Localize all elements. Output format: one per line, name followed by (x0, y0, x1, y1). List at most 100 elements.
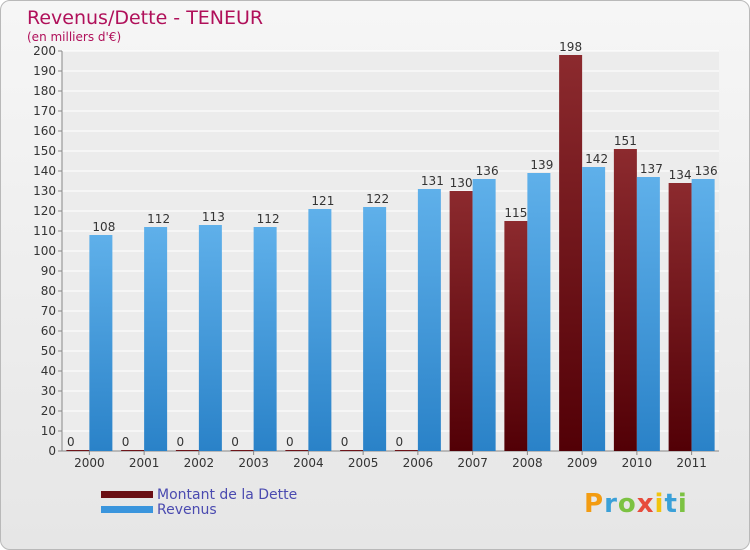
data-label-dette: 0 (396, 435, 404, 449)
data-label-dette: 134 (669, 168, 692, 182)
bar-revenus (691, 179, 715, 451)
bar-revenus (198, 225, 222, 451)
bar-revenus (417, 189, 441, 451)
bar-revenus (144, 227, 168, 451)
bar-dette (449, 191, 473, 451)
data-label-dette: 0 (122, 435, 130, 449)
logo-letter: i (654, 489, 665, 519)
logo-letter: x (636, 489, 655, 519)
bar-dette (285, 450, 309, 451)
data-label-dette: 0 (286, 435, 294, 449)
x-tick-label: 2007 (457, 456, 488, 470)
y-tick-label: 90 (41, 264, 56, 278)
bar-revenus (636, 177, 660, 451)
legend-item-revenus: Revenus (101, 501, 297, 518)
bar-revenus (308, 209, 332, 451)
bar-dette (668, 183, 692, 451)
bar-dette (613, 149, 637, 451)
bar-dette (121, 450, 145, 451)
x-tick-label: 2002 (184, 456, 215, 470)
x-tick-label: 2004 (293, 456, 324, 470)
legend-label-revenus: Revenus (157, 501, 217, 518)
bar-revenus (89, 235, 113, 451)
data-label-dette: 0 (177, 435, 185, 449)
y-tick-label: 0 (48, 444, 56, 458)
chart-title: Revenus/Dette - TENEUR (27, 7, 264, 29)
y-tick-label: 70 (41, 304, 56, 318)
data-label-revenus: 113 (202, 210, 225, 224)
x-tick-label: 2009 (567, 456, 598, 470)
data-label-dette: 198 (559, 40, 582, 54)
data-label-revenus: 112 (147, 212, 170, 226)
data-label-revenus: 122 (366, 192, 389, 206)
bar-revenus (253, 227, 277, 451)
x-tick-label: 2003 (238, 456, 269, 470)
chart-legend: Montant de la Dette Revenus (101, 486, 298, 518)
bar-dette (340, 450, 364, 451)
y-tick-label: 130 (33, 184, 56, 198)
x-tick-label: 2008 (512, 456, 543, 470)
logo-letter: t (664, 489, 678, 519)
data-label-dette: 115 (504, 206, 527, 220)
y-tick-label: 80 (41, 284, 56, 298)
bar-revenus (527, 173, 551, 451)
y-tick-label: 170 (33, 104, 56, 118)
bar-dette (504, 221, 528, 451)
y-tick-label: 100 (33, 244, 56, 258)
x-tick-label: 2006 (403, 456, 434, 470)
x-tick-label: 2010 (622, 456, 653, 470)
data-label-revenus: 136 (695, 164, 718, 178)
y-tick-label: 60 (41, 324, 56, 338)
legend-swatch-revenus (101, 506, 153, 513)
data-label-dette: 151 (614, 134, 637, 148)
y-tick-label: 40 (41, 364, 56, 378)
y-tick-label: 200 (33, 44, 56, 58)
y-tick-label: 30 (41, 384, 56, 398)
logo-letter: r (604, 489, 618, 519)
logo-letter: i (677, 489, 688, 519)
x-tick-label: 2005 (348, 456, 379, 470)
legend-swatch-dette (101, 491, 153, 498)
bar-revenus (363, 207, 387, 451)
bar-revenus (472, 179, 496, 451)
bar-dette (394, 450, 418, 451)
y-tick-label: 190 (33, 64, 56, 78)
y-tick-label: 50 (41, 344, 56, 358)
y-tick-label: 120 (33, 204, 56, 218)
y-tick-label: 150 (33, 144, 56, 158)
data-label-dette: 0 (341, 435, 349, 449)
logo-letter: o (617, 489, 637, 519)
proxiti-logo: Proxiti (584, 489, 688, 519)
x-tick-label: 2011 (676, 456, 707, 470)
data-label-dette: 0 (231, 435, 239, 449)
bar-dette (230, 450, 254, 451)
y-tick-label: 110 (33, 224, 56, 238)
bar-dette (175, 450, 199, 451)
data-label-dette: 130 (450, 176, 473, 190)
logo-letter: P (584, 489, 605, 519)
data-label-revenus: 131 (421, 174, 444, 188)
data-label-revenus: 142 (585, 152, 608, 166)
data-label-revenus: 121 (311, 194, 334, 208)
chart-subtitle: (en milliers d'€) (27, 30, 122, 44)
y-tick-label: 140 (33, 164, 56, 178)
data-label-dette: 0 (67, 435, 75, 449)
y-tick-label: 10 (41, 424, 56, 438)
legend-item-dette: Montant de la Dette (101, 486, 298, 503)
bar-revenus (582, 167, 606, 451)
y-tick-label: 20 (41, 404, 56, 418)
data-label-revenus: 136 (476, 164, 499, 178)
data-label-revenus: 108 (92, 220, 115, 234)
data-label-revenus: 137 (640, 162, 663, 176)
data-label-revenus: 112 (257, 212, 280, 226)
x-tick-label: 2000 (74, 456, 105, 470)
bar-dette (66, 450, 90, 451)
legend-label-dette: Montant de la Dette (157, 486, 298, 503)
bar-dette (559, 55, 583, 451)
y-tick-label: 160 (33, 124, 56, 138)
data-label-revenus: 139 (530, 158, 553, 172)
x-tick-label: 2001 (129, 456, 160, 470)
y-tick-label: 180 (33, 84, 56, 98)
